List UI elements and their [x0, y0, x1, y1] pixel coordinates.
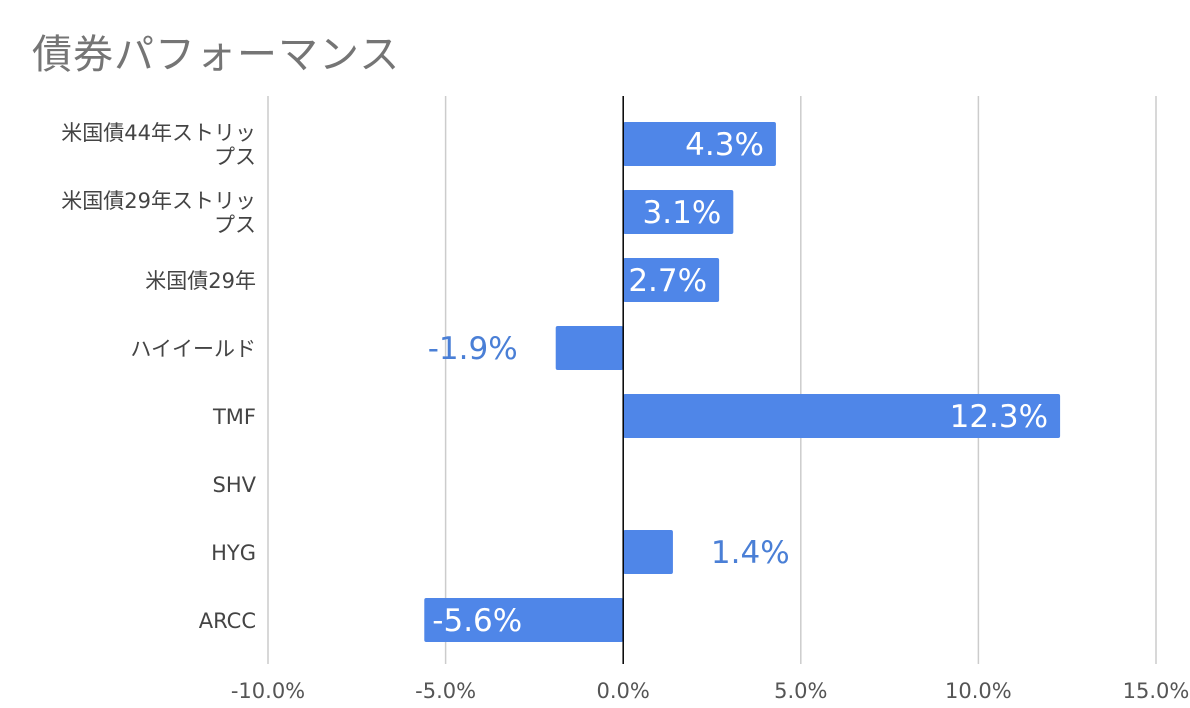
bar [623, 394, 1061, 438]
category-label: HYG [211, 541, 256, 565]
chart-title: 債券パフォーマンス [32, 32, 401, 78]
bar [623, 530, 673, 574]
data-label: 1.4% [711, 535, 790, 571]
bar [555, 326, 624, 370]
x-tick-label: -10.0% [231, 679, 305, 703]
x-tick-label: 0.0% [597, 679, 650, 703]
bar [623, 258, 720, 302]
bar [623, 190, 734, 234]
category-label: プス [214, 145, 256, 169]
data-label: 3.1% [643, 195, 722, 231]
gridlines [267, 96, 1157, 664]
x-tick-label: 15.0% [1123, 679, 1190, 703]
data-label: 2.7% [628, 263, 707, 299]
category-label: ハイイールド [130, 337, 256, 361]
x-tick-label: 5.0% [774, 679, 827, 703]
x-tick-label: 10.0% [945, 679, 1012, 703]
category-label: プス [214, 213, 256, 237]
bars [424, 122, 1061, 642]
x-tick-labels: -10.0% -5.0% 0.0% 5.0% 10.0% 15.0% [231, 679, 1190, 703]
category-label: SHV [213, 473, 257, 497]
category-label: 米国債44年ストリッ [61, 121, 256, 145]
x-tick-label: -5.0% [415, 679, 476, 703]
category-label: ARCC [199, 609, 256, 633]
data-label: -5.6% [432, 603, 522, 639]
category-labels: 米国債44年ストリップス米国債29年ストリップス米国債29年ハイイールドTMFS… [61, 121, 256, 633]
category-label: TMF [212, 405, 256, 429]
data-label: 4.3% [685, 127, 764, 163]
bar [424, 598, 624, 642]
bar [623, 122, 776, 166]
category-label: 米国債29年ストリッ [61, 189, 256, 213]
data-labels: 4.3% 3.1% 2.7% -1.9% 12.3% 1.4% -5.6% [428, 127, 1048, 639]
data-label: 12.3% [950, 399, 1048, 435]
category-label: 米国債29年 [145, 269, 256, 293]
data-label: -1.9% [428, 331, 518, 367]
